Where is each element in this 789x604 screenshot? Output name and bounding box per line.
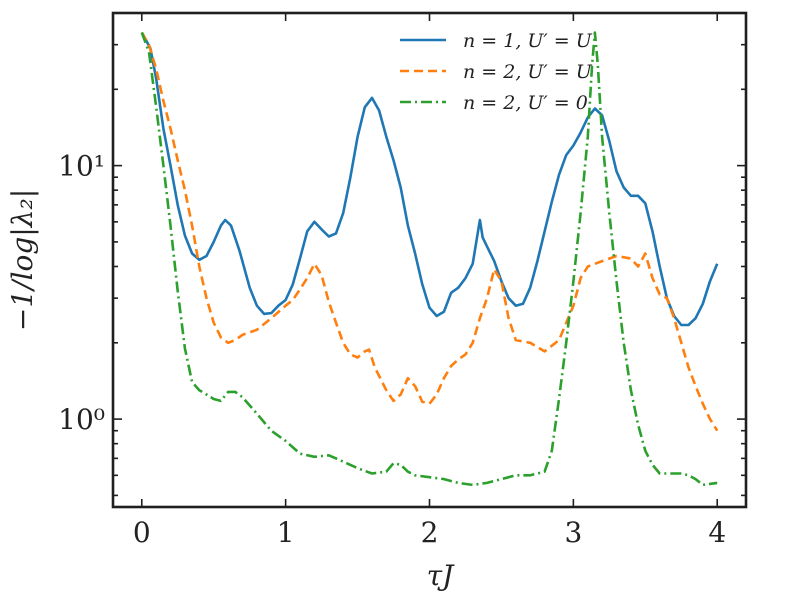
ticks-layer: 0 1 2 3 4 10⁰ 10¹ [58,12,746,549]
x-axis-label: τJ [427,559,455,592]
series-line-3 [140,31,718,487]
x-tick-label: 1 [277,516,295,549]
series-line-2 [140,31,719,432]
legend-label-series-1: n = 1, U′ = U [463,30,593,52]
x-tick-label: 3 [564,516,582,549]
x-tick-label: 2 [421,516,439,549]
y-tick-label: 10⁰ [58,403,105,436]
series-layer [140,31,719,487]
y-axis-label: −1/log|λ₂| [6,189,39,331]
legend-label-series-2: n = 2, U′ = U [463,61,593,83]
x-tick-label: 0 [133,516,151,549]
y-tick-label: 10¹ [58,150,105,183]
legend: n = 1, U′ = U n = 2, U′ = U n = 2, U′ = … [400,30,593,114]
series-line-1 [140,31,719,327]
plot-frame [111,11,748,509]
legend-label-series-3: n = 2, U′ = 0 [463,92,588,114]
x-tick-label: 4 [708,516,726,549]
